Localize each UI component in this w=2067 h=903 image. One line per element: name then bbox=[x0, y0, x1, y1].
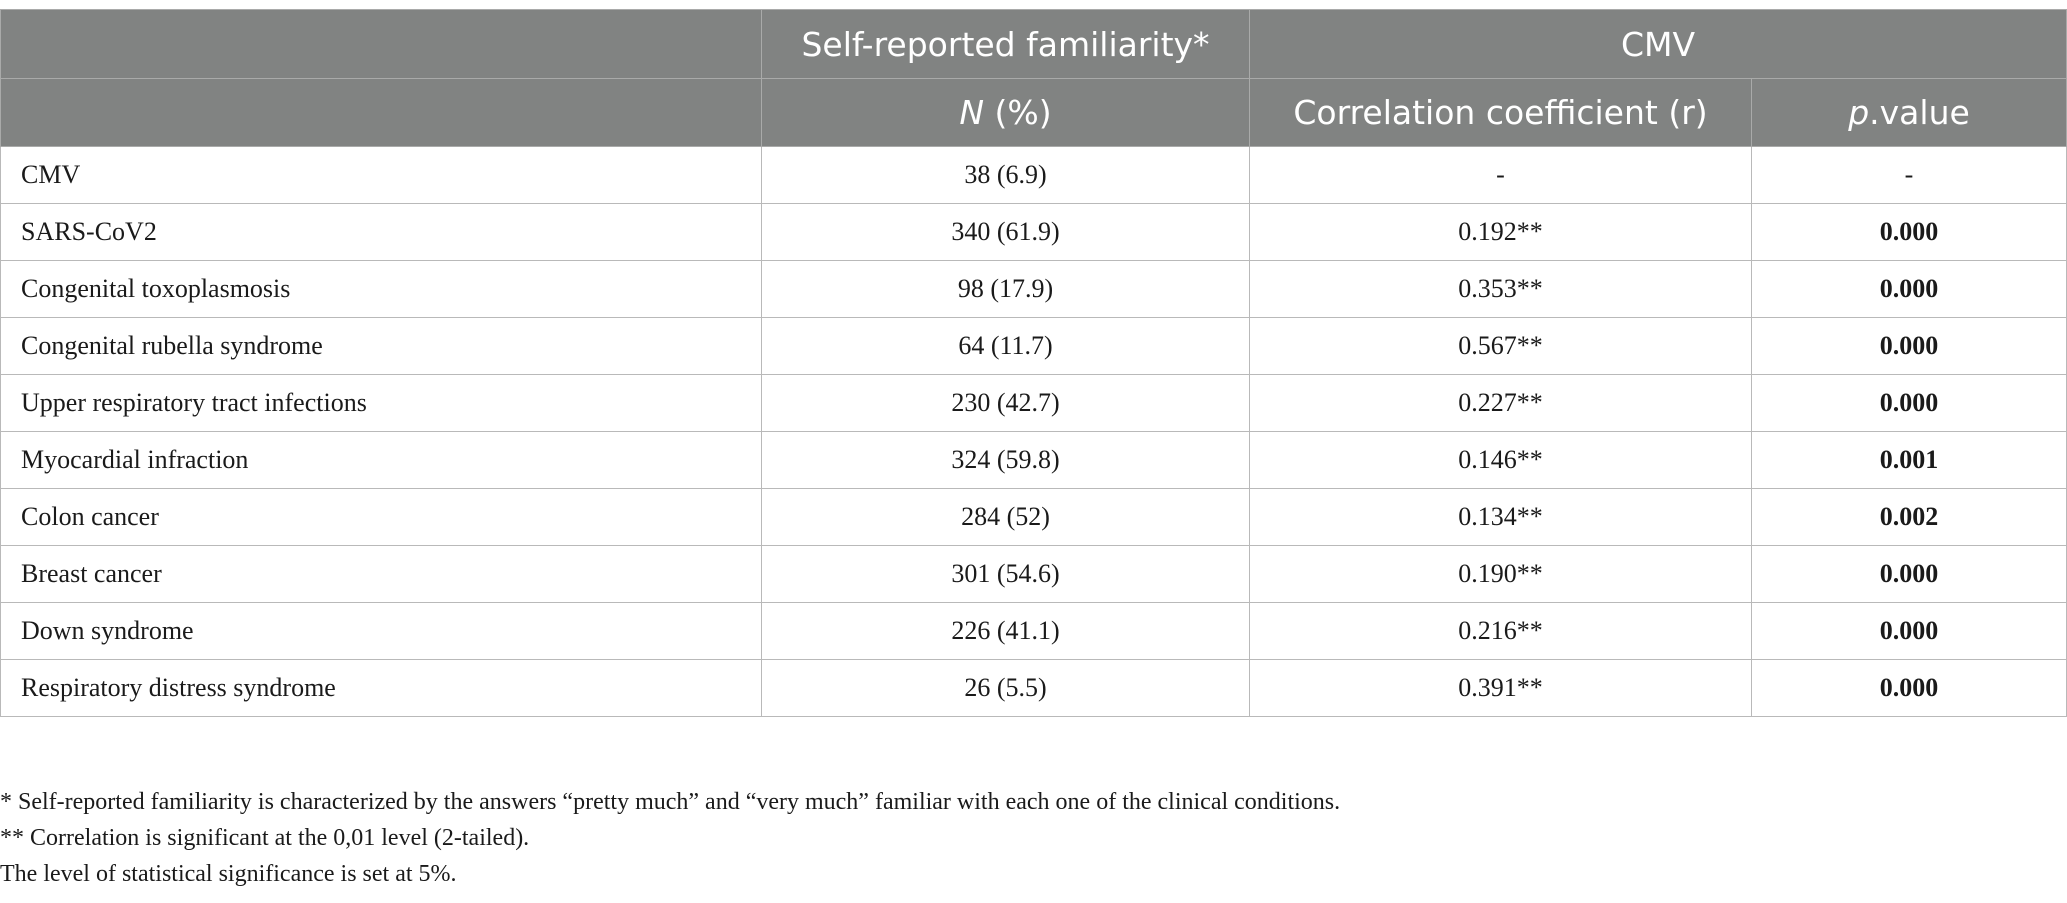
p-value-cell: 0.001 bbox=[1751, 431, 2067, 489]
header-row-2: N (%) Correlation coefficient (r) p.valu… bbox=[0, 78, 2067, 147]
table-row: CMV 38 (6.9) - - bbox=[0, 146, 2067, 204]
p-value-cell: 0.000 bbox=[1751, 260, 2067, 318]
p-value-cell: 0.000 bbox=[1751, 545, 2067, 603]
n-percent-cell: 98 (17.9) bbox=[761, 260, 1250, 318]
table-footnotes: * Self-reported familiarity is character… bbox=[0, 784, 1340, 892]
header-n-rest: (%) bbox=[984, 93, 1052, 132]
footnote-familiarity: * Self-reported familiarity is character… bbox=[0, 789, 1341, 815]
table-body: CMV 38 (6.9) - - SARS-CoV2 340 (61.9) 0.… bbox=[0, 146, 2067, 717]
n-percent-cell: 340 (61.9) bbox=[761, 203, 1250, 261]
table-row: SARS-CoV2 340 (61.9) 0.192** 0.000 bbox=[0, 203, 2067, 261]
p-value-cell: 0.000 bbox=[1751, 317, 2067, 375]
table-row: Down syndrome 226 (41.1) 0.216** 0.000 bbox=[0, 602, 2067, 660]
condition-cell: Myocardial infraction bbox=[0, 431, 762, 489]
condition-cell: Down syndrome bbox=[0, 602, 762, 660]
footnote-correlation-significance: ** Correlation is significant at the 0,0… bbox=[0, 825, 530, 851]
table-row: Congenital rubella syndrome 64 (11.7) 0.… bbox=[0, 317, 2067, 375]
header-p-value: p.value bbox=[1751, 78, 2067, 147]
p-value-cell: 0.000 bbox=[1751, 374, 2067, 432]
p-value-cell: 0.002 bbox=[1751, 488, 2067, 546]
condition-cell: Respiratory distress syndrome bbox=[0, 659, 762, 717]
table-row: Myocardial infraction 324 (59.8) 0.146**… bbox=[0, 431, 2067, 489]
n-percent-cell: 226 (41.1) bbox=[761, 602, 1250, 660]
table-row: Breast cancer 301 (54.6) 0.190** 0.000 bbox=[0, 545, 2067, 603]
n-percent-cell: 284 (52) bbox=[761, 488, 1250, 546]
p-value-cell: 0.000 bbox=[1751, 659, 2067, 717]
familiarity-correlation-table: Self-reported familiarity* CMV N (%) Cor… bbox=[0, 9, 2067, 717]
n-percent-cell: 38 (6.9) bbox=[761, 146, 1250, 204]
condition-cell: CMV bbox=[0, 146, 762, 204]
correlation-cell: 0.567** bbox=[1249, 317, 1752, 375]
correlation-cell: 0.146** bbox=[1249, 431, 1752, 489]
condition-cell: Breast cancer bbox=[0, 545, 762, 603]
condition-cell: Congenital rubella syndrome bbox=[0, 317, 762, 375]
condition-cell: Upper respiratory tract infections bbox=[0, 374, 762, 432]
n-percent-cell: 301 (54.6) bbox=[761, 545, 1250, 603]
footnote-significance-level: The level of statistical significance is… bbox=[0, 861, 457, 887]
table-row: Congenital toxoplasmosis 98 (17.9) 0.353… bbox=[0, 260, 2067, 318]
correlation-cell: 0.227** bbox=[1249, 374, 1752, 432]
condition-cell: Congenital toxoplasmosis bbox=[0, 260, 762, 318]
correlation-cell: - bbox=[1249, 146, 1752, 204]
n-percent-cell: 230 (42.7) bbox=[761, 374, 1250, 432]
results-table-container: Self-reported familiarity* CMV N (%) Cor… bbox=[0, 9, 2067, 717]
correlation-cell: 0.134** bbox=[1249, 488, 1752, 546]
correlation-cell: 0.192** bbox=[1249, 203, 1752, 261]
header-n-percent: N (%) bbox=[761, 78, 1250, 147]
table-row: Upper respiratory tract infections 230 (… bbox=[0, 374, 2067, 432]
correlation-cell: 0.190** bbox=[1249, 545, 1752, 603]
table-header: Self-reported familiarity* CMV N (%) Cor… bbox=[0, 9, 2067, 147]
header-n-italic: N bbox=[959, 93, 985, 132]
n-percent-cell: 324 (59.8) bbox=[761, 431, 1250, 489]
header-self-reported-familiarity: Self-reported familiarity* bbox=[761, 9, 1250, 79]
header-correlation-coefficient: Correlation coefficient (r) bbox=[1249, 78, 1752, 147]
p-value-cell: 0.000 bbox=[1751, 602, 2067, 660]
header-cmv: CMV bbox=[1249, 9, 2067, 79]
p-value-cell: - bbox=[1751, 146, 2067, 204]
n-percent-cell: 64 (11.7) bbox=[761, 317, 1250, 375]
condition-cell: Colon cancer bbox=[0, 488, 762, 546]
condition-cell: SARS-CoV2 bbox=[0, 203, 762, 261]
correlation-cell: 0.216** bbox=[1249, 602, 1752, 660]
p-value-cell: 0.000 bbox=[1751, 203, 2067, 261]
table-row: Respiratory distress syndrome 26 (5.5) 0… bbox=[0, 659, 2067, 717]
header-row-1: Self-reported familiarity* CMV bbox=[0, 9, 2067, 79]
table-row: Colon cancer 284 (52) 0.134** 0.002 bbox=[0, 488, 2067, 546]
correlation-cell: 0.353** bbox=[1249, 260, 1752, 318]
correlation-cell: 0.391** bbox=[1249, 659, 1752, 717]
header-p-rest: .value bbox=[1869, 93, 1970, 132]
header-p-italic: p bbox=[1848, 93, 1870, 132]
header-blank-1 bbox=[0, 9, 762, 79]
header-blank-2 bbox=[0, 78, 762, 147]
n-percent-cell: 26 (5.5) bbox=[761, 659, 1250, 717]
